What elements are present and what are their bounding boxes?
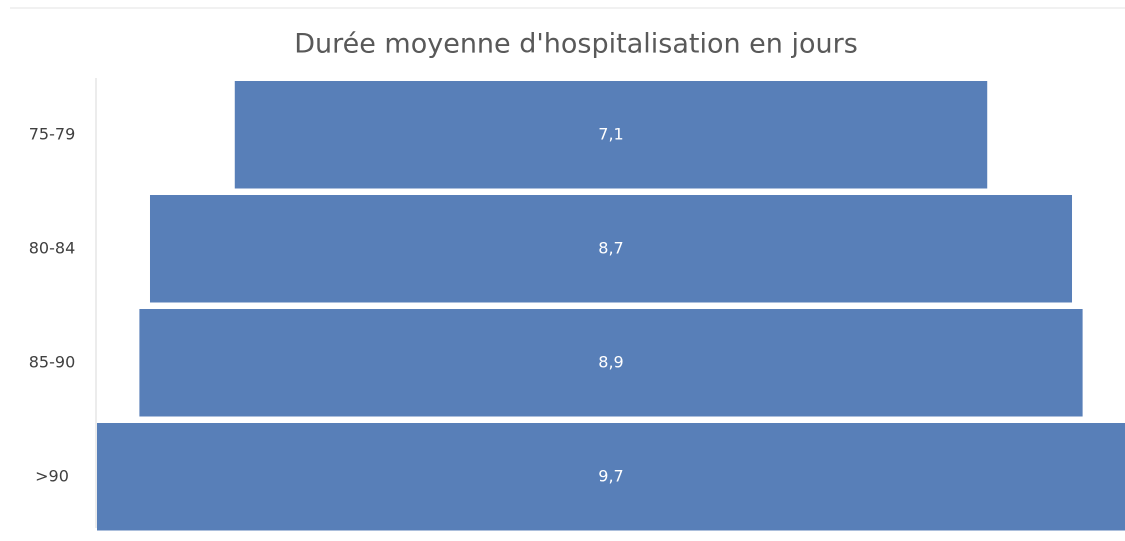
bar	[139, 309, 1083, 417]
data-label: 8,9	[598, 352, 623, 371]
bar	[149, 195, 1073, 303]
y-tick-label: 85-90	[29, 352, 76, 371]
chart-title: Durée moyenne d'hospitalisation en jours	[294, 29, 858, 60]
bar	[97, 423, 1125, 531]
y-tick-label: 80-84	[29, 238, 76, 257]
bar	[234, 81, 988, 189]
data-label: 9,7	[598, 466, 623, 485]
data-label: 7,1	[598, 124, 623, 143]
y-tick-label: 75-79	[29, 124, 76, 143]
y-tick-label: >90	[35, 466, 69, 485]
data-label: 8,7	[598, 238, 623, 257]
